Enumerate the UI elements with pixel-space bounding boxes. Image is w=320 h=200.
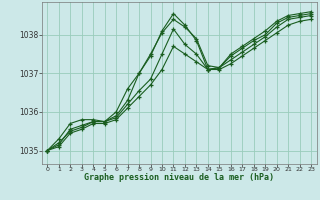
X-axis label: Graphe pression niveau de la mer (hPa): Graphe pression niveau de la mer (hPa) [84,173,274,182]
